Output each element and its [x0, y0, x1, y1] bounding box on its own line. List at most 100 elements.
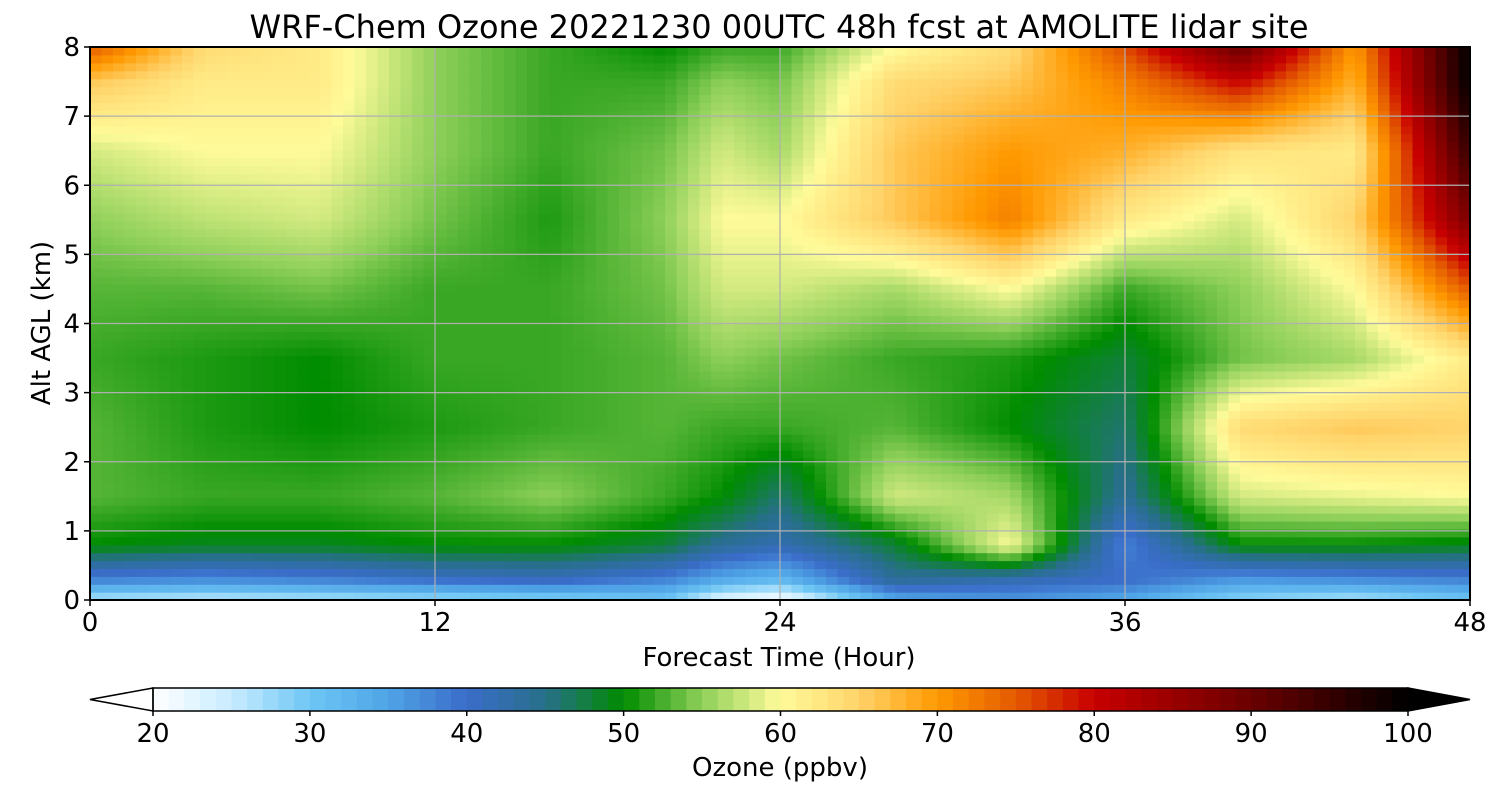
heatmap-cell [1435, 323, 1448, 332]
heatmap-cell [849, 291, 862, 301]
heatmap-cell [584, 473, 597, 483]
heatmap-cell [1332, 552, 1345, 562]
heatmap-cell [492, 552, 505, 562]
heatmap-cell [1171, 473, 1184, 483]
heatmap-cell [1378, 481, 1391, 490]
heatmap-cell [941, 378, 954, 388]
heatmap-cell [791, 307, 804, 317]
heatmap-cell [642, 442, 655, 451]
heatmap-cell [400, 544, 413, 554]
heatmap-cell [1159, 323, 1172, 332]
heatmap-cell [515, 473, 528, 483]
heatmap-cell [906, 276, 919, 285]
heatmap-cell [1435, 473, 1448, 483]
heatmap-cell [538, 592, 551, 601]
heatmap-cell [630, 560, 643, 569]
heatmap-cell [366, 276, 379, 285]
heatmap-cell [285, 489, 298, 498]
heatmap-cell [423, 268, 436, 277]
heatmap-cell [446, 323, 459, 332]
heatmap-cell [826, 394, 839, 404]
heatmap-cell [469, 552, 482, 562]
heatmap-cell [964, 370, 977, 380]
heatmap-cell [688, 584, 701, 593]
heatmap-cell [1435, 465, 1448, 475]
heatmap-cell [837, 552, 850, 562]
heatmap-cell [1366, 402, 1379, 411]
heatmap-cell [722, 481, 735, 490]
heatmap-cell [699, 347, 712, 356]
heatmap-cell [1205, 592, 1218, 601]
heatmap-cell [653, 276, 666, 285]
heatmap-cell [1056, 355, 1069, 364]
heatmap-cell [136, 521, 149, 530]
heatmap-cell [584, 521, 597, 530]
heatmap-cell [745, 544, 758, 554]
heatmap-cell [216, 347, 229, 356]
heatmap-cell [285, 481, 298, 490]
heatmap-cell [1056, 276, 1069, 285]
heatmap-cell [584, 449, 597, 459]
heatmap-cell [1010, 284, 1023, 293]
heatmap-cell [1263, 315, 1276, 325]
heatmap-cell [366, 505, 379, 514]
heatmap-cell [527, 544, 540, 554]
heatmap-cell [446, 449, 459, 459]
heatmap-cell [458, 426, 471, 435]
heatmap-cell [975, 307, 988, 317]
heatmap-cell [1263, 331, 1276, 340]
heatmap-cell [1205, 552, 1218, 562]
heatmap-cell [837, 544, 850, 554]
heatmap-cell [492, 291, 505, 301]
heatmap-cell [929, 307, 942, 317]
heatmap-cell [1090, 560, 1103, 569]
heatmap-cell [1159, 426, 1172, 435]
heatmap-cell [193, 552, 206, 562]
heatmap-cell [918, 339, 931, 348]
heatmap-cell [1067, 426, 1080, 435]
heatmap-cell [515, 410, 528, 419]
heatmap-cell [596, 276, 609, 285]
heatmap-cell [389, 442, 402, 451]
heatmap-cell [1182, 355, 1195, 364]
heatmap-cell [216, 442, 229, 451]
heatmap-cell [239, 315, 252, 325]
heatmap-cell [1447, 544, 1460, 554]
heatmap-cell [1355, 473, 1368, 483]
heatmap-cell [274, 355, 287, 364]
heatmap-cell [205, 521, 218, 530]
heatmap-cell [458, 528, 471, 538]
heatmap-cell [1067, 481, 1080, 490]
heatmap-cell [757, 402, 770, 411]
heatmap-cell [653, 363, 666, 372]
heatmap-cell [1447, 299, 1460, 309]
heatmap-cell [377, 394, 390, 404]
heatmap-cell [975, 323, 988, 332]
heatmap-cell [1320, 370, 1333, 380]
heatmap-cell [550, 513, 563, 522]
heatmap-cell [1343, 592, 1356, 601]
heatmap-cell [791, 497, 804, 506]
heatmap-cell [228, 370, 241, 380]
heatmap-cell [182, 505, 195, 514]
heatmap-cell [538, 307, 551, 317]
heatmap-cell [883, 299, 896, 309]
heatmap-cell [561, 513, 574, 522]
heatmap-cell [780, 355, 793, 364]
heatmap-cell [837, 418, 850, 427]
heatmap-cell [803, 307, 816, 317]
heatmap-cell [1010, 442, 1023, 451]
heatmap-cell [1240, 339, 1253, 348]
heatmap-cell [596, 378, 609, 388]
heatmap-cell [607, 370, 620, 380]
heatmap-cell [193, 560, 206, 569]
heatmap-cell [1424, 521, 1437, 530]
heatmap-cell [1343, 497, 1356, 506]
heatmap-cell [619, 584, 632, 593]
heatmap-cell [883, 402, 896, 411]
heatmap-cell [1033, 473, 1046, 483]
heatmap-cell [1159, 465, 1172, 475]
heatmap-cell [193, 402, 206, 411]
heatmap-cell [1217, 355, 1230, 364]
heatmap-cell [297, 481, 310, 490]
